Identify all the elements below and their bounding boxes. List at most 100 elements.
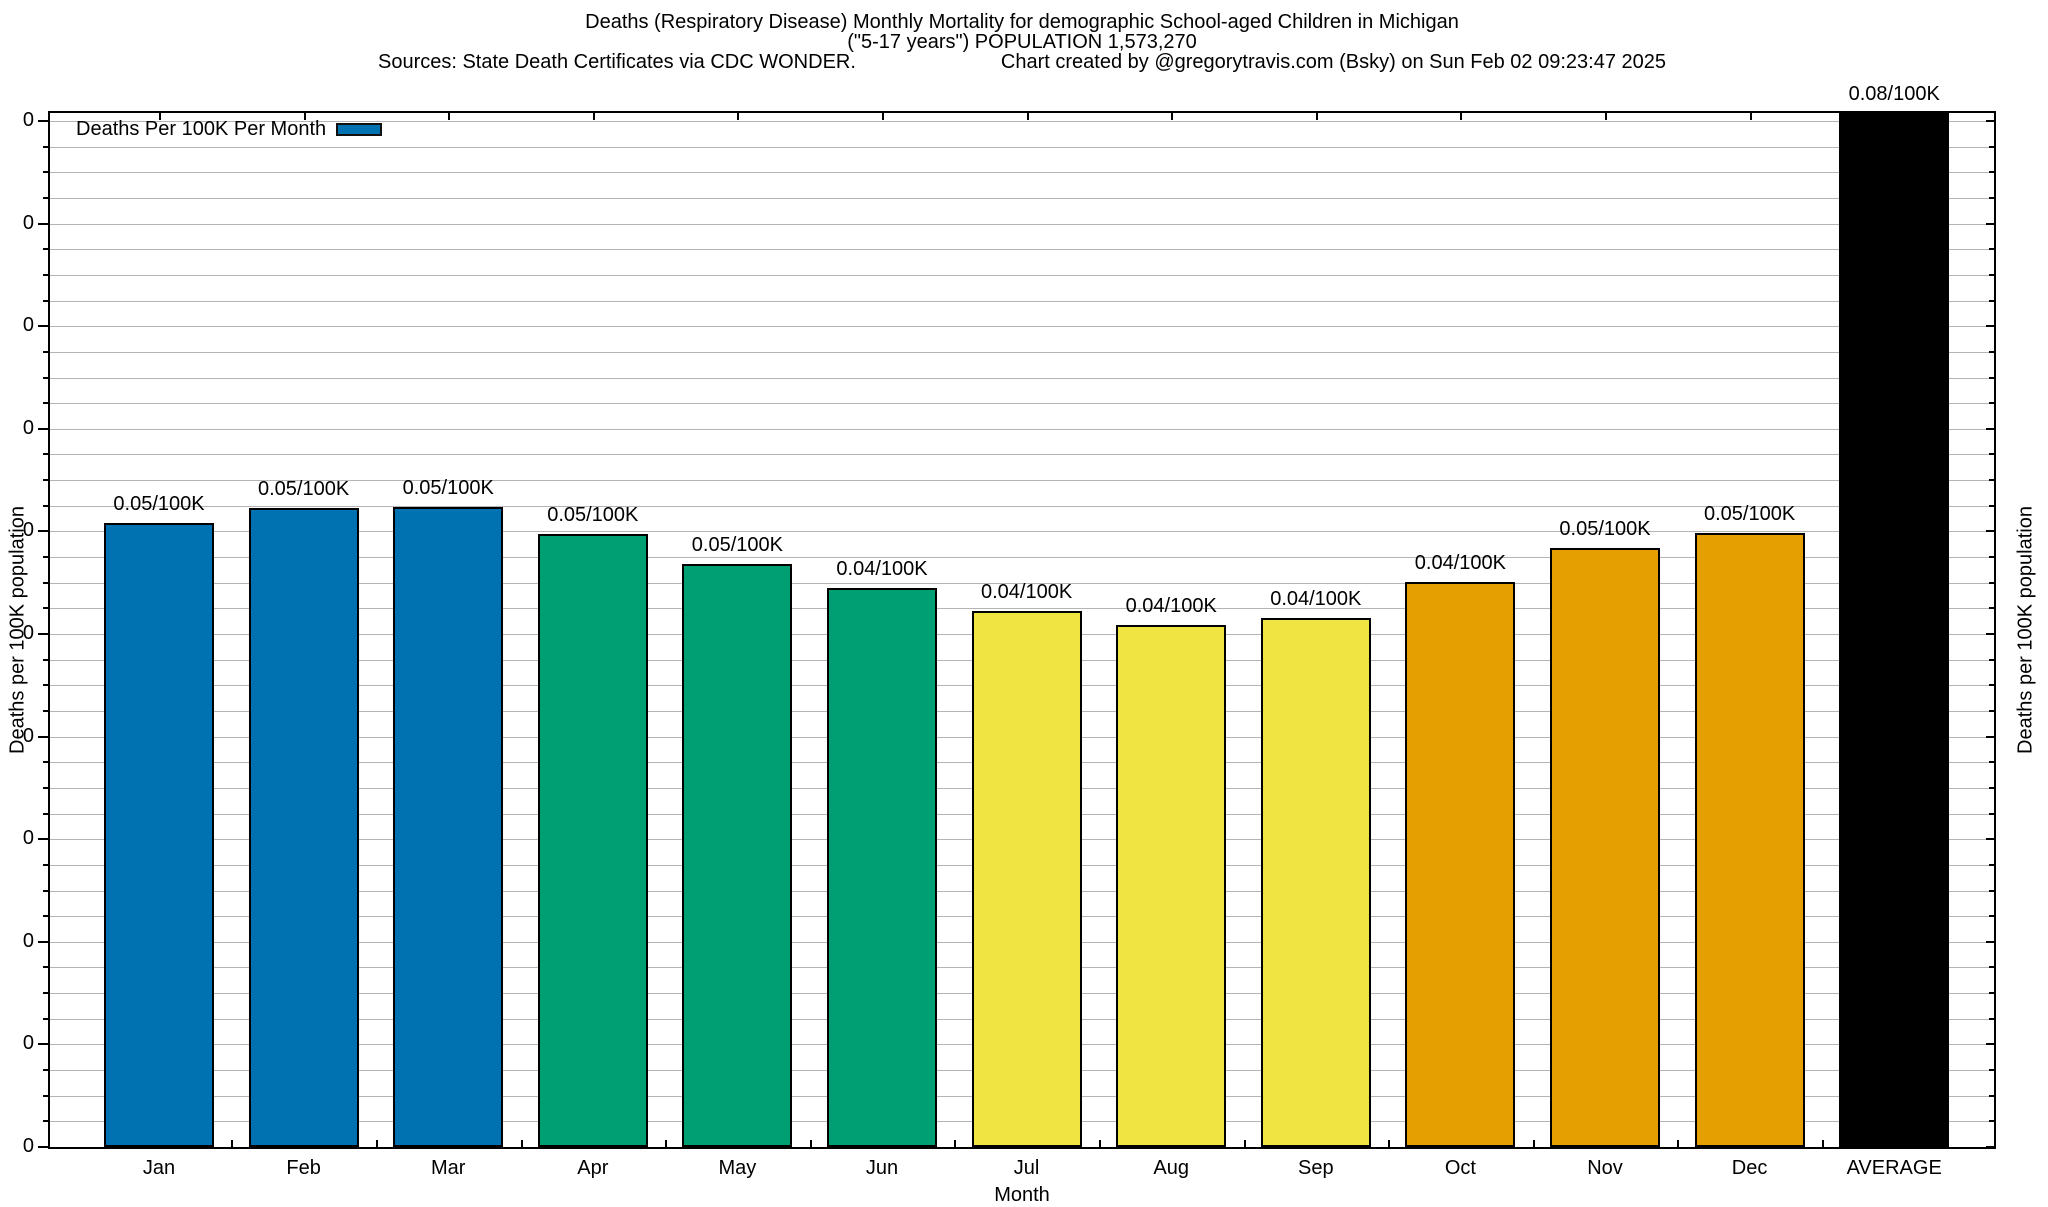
gridline — [50, 351, 1994, 353]
y-tick-right — [1989, 1069, 1994, 1072]
y-tick-left — [43, 786, 48, 789]
x-tick-bottom — [520, 1140, 523, 1147]
y-tick-label: 0 — [22, 519, 34, 542]
y-tick-left — [43, 248, 48, 251]
gridline — [50, 121, 1994, 122]
y-tick-right — [1989, 453, 1994, 456]
x-tick-top — [1605, 113, 1607, 120]
y-tick-left — [38, 530, 48, 533]
gridline — [50, 249, 1994, 251]
gridline — [50, 454, 1994, 456]
y-tick-right — [1986, 1146, 1994, 1148]
y-tick-left — [38, 735, 48, 738]
y-tick-left — [43, 1120, 48, 1123]
y-tick-right — [1989, 196, 1994, 199]
sources-text: Sources: State Death Certificates via CD… — [377, 51, 856, 73]
y-tick-right — [1989, 556, 1994, 559]
y-tick-left — [38, 325, 48, 328]
y-tick-left — [43, 709, 48, 712]
x-tick-bottom — [231, 1140, 234, 1147]
y-tick-left — [43, 453, 48, 456]
x-tick-top — [592, 113, 595, 120]
bar-aug — [1116, 625, 1227, 1147]
y-tick-label: 0 — [22, 416, 34, 439]
y-tick-left — [43, 171, 48, 174]
y-tick-right — [1989, 299, 1994, 302]
y-tick-left — [43, 1069, 48, 1072]
y-tick-right — [1986, 120, 1994, 122]
x-tick-label-oct: Oct — [1444, 1157, 1476, 1179]
y-tick-left — [43, 504, 48, 507]
y-tick-left — [43, 992, 48, 995]
gridline — [50, 274, 1994, 276]
bar-value-label: 0.05/100K — [691, 534, 783, 557]
gridline — [50, 480, 1994, 482]
bar-nov — [1550, 547, 1660, 1147]
y-tick-left — [43, 556, 48, 559]
gridline — [50, 403, 1994, 405]
y-tick-right — [1989, 1094, 1994, 1097]
y-tick-right — [1986, 222, 1994, 225]
x-tick-bottom — [375, 1140, 378, 1147]
y-tick-right — [1986, 633, 1994, 635]
y-tick-label: 0 — [22, 929, 34, 952]
y-tick-left — [43, 376, 48, 379]
y-tick-right — [1989, 915, 1994, 918]
y-tick-right — [1989, 350, 1994, 353]
bar-oct — [1405, 582, 1516, 1147]
y-tick-left — [43, 350, 48, 353]
bar-value-label: 0.04/100K — [1125, 595, 1217, 618]
bar-value-label: 0.05/100K — [113, 492, 205, 515]
bar-jan — [104, 522, 214, 1147]
y-tick-right — [1989, 273, 1994, 276]
y-tick-left — [43, 966, 48, 969]
bar-dec — [1694, 533, 1805, 1147]
y-tick-label: 0 — [22, 109, 34, 131]
y-tick-right — [1989, 479, 1994, 482]
y-tick-left — [38, 1146, 48, 1148]
x-tick-bottom — [1532, 1140, 1535, 1147]
x-tick-label-mar: Mar — [430, 1157, 466, 1179]
x-axis-title: Month — [994, 1184, 1050, 1206]
bar-sep — [1260, 618, 1371, 1147]
gridline — [50, 428, 1994, 430]
bar-may — [682, 564, 793, 1147]
x-tick-bottom — [1098, 1140, 1101, 1147]
x-tick-top — [159, 113, 161, 120]
bar-value-label: 0.04/100K — [1270, 588, 1362, 611]
x-tick-top — [1894, 113, 1897, 120]
y-tick-right — [1989, 684, 1994, 687]
y-tick-left — [43, 273, 48, 276]
y-tick-right — [1989, 376, 1994, 379]
x-tick-bottom — [809, 1140, 812, 1147]
y-tick-right — [1986, 530, 1994, 533]
y-tick-left — [43, 607, 48, 610]
bar-mar — [393, 507, 504, 1147]
y-tick-label: 0 — [22, 1032, 34, 1055]
legend-label: Deaths Per 100K Per Month — [76, 118, 327, 140]
y-tick-right — [1986, 735, 1994, 738]
x-tick-top — [303, 113, 306, 120]
y-axis-title-right: Deaths per 100K population — [2014, 506, 2037, 754]
y-tick-right — [1989, 581, 1994, 584]
bar-average — [1839, 113, 1950, 1147]
bar-value-label: 0.05/100K — [1559, 517, 1651, 540]
y-tick-right — [1986, 427, 1994, 430]
gridline — [50, 300, 1994, 302]
x-tick-bottom — [1821, 1140, 1824, 1147]
x-tick-top — [1171, 113, 1174, 120]
y-tick-left — [43, 196, 48, 199]
y-tick-right — [1989, 992, 1994, 995]
y-tick-right — [1989, 658, 1994, 661]
y-tick-right — [1989, 402, 1994, 405]
y-tick-label: 0 — [22, 211, 34, 234]
y-tick-left — [38, 1043, 48, 1046]
y-tick-left — [43, 479, 48, 482]
y-tick-right — [1989, 966, 1994, 969]
x-tick-top — [448, 113, 451, 120]
x-tick-top — [1026, 113, 1029, 120]
bar-value-label: 0.04/100K — [980, 580, 1073, 603]
x-tick-label-dec: Dec — [1731, 1157, 1768, 1179]
gridline — [50, 326, 1994, 328]
x-tick-bottom — [1388, 1140, 1391, 1147]
